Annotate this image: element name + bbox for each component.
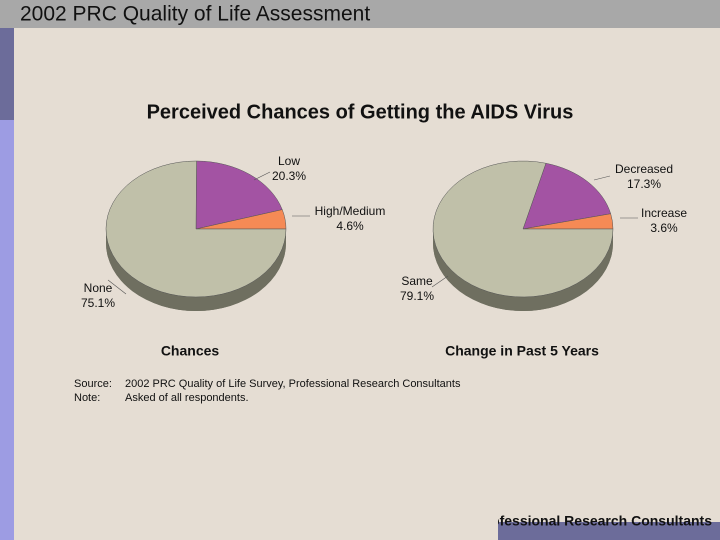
leader-line	[431, 275, 449, 288]
slice-label: High/Medium	[315, 204, 386, 218]
leader-line	[593, 175, 611, 181]
footer: Professional Research Consultants	[476, 513, 712, 529]
slice-label: None	[84, 281, 113, 295]
pie-slice	[105, 160, 287, 298]
note: Asked of all respondents.	[125, 392, 249, 404]
side-bar	[0, 120, 14, 540]
slice-value: 17.3%	[627, 177, 661, 191]
slice-label: Same	[401, 274, 433, 288]
note-label: Note:	[74, 392, 100, 404]
footer-bar	[498, 522, 720, 540]
slice-label: Decreased	[615, 162, 673, 176]
slice-value: 3.6%	[650, 221, 678, 235]
slice-value: 4.6%	[336, 219, 364, 233]
slice-value: 20.3%	[272, 169, 306, 183]
header-bar	[0, 0, 720, 28]
slice-label: Increase	[641, 206, 687, 220]
leader-line	[107, 279, 127, 295]
title: Perceived Chances of Getting the AIDS Vi…	[147, 101, 574, 123]
source-label: Source:	[74, 378, 112, 390]
slice-value: 79.1%	[400, 289, 434, 303]
pie-slice	[432, 160, 614, 298]
side-bar-top	[0, 0, 14, 120]
slice-value: 75.1%	[81, 296, 115, 310]
leader-line	[253, 171, 271, 181]
slice-label: Low	[278, 154, 300, 168]
pie-slice	[522, 162, 612, 230]
chart-title: Chances	[161, 343, 220, 359]
header: 2002 PRC Quality of Life Assessment	[20, 3, 370, 26]
chart-title: Change in Past 5 Years	[445, 343, 599, 359]
source: 2002 PRC Quality of Life Survey, Profess…	[125, 378, 461, 390]
pie-slice	[195, 160, 283, 230]
